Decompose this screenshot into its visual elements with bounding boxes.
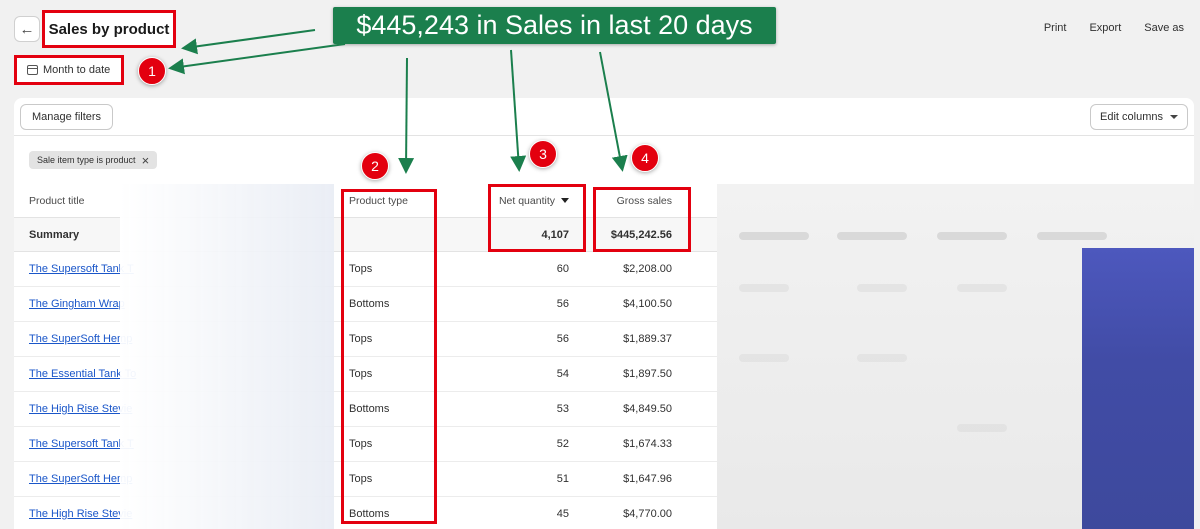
sort-descending-icon — [561, 198, 569, 203]
annotation-badge-3: 3 — [529, 140, 557, 168]
edit-columns-label: Edit columns — [1100, 111, 1163, 123]
net-quantity-cell: 45 — [556, 508, 569, 520]
column-header-product-type[interactable]: Product type — [349, 194, 408, 207]
table-row: The Supersoft Tank T Tops 52 $1,674.33 — [14, 427, 1194, 462]
highlight-gross-sales — [593, 187, 691, 252]
product-link[interactable]: The Gingham Wrap — [29, 298, 125, 310]
page-title: Sales by product — [42, 10, 176, 48]
net-quantity-label: Net quantity — [498, 194, 555, 207]
product-link[interactable]: The High Rise Stevie — [29, 403, 133, 415]
net-quantity-cell: 56 — [556, 298, 569, 310]
arrow-to-title — [181, 29, 316, 55]
annotation-badge-4: 4 — [631, 144, 659, 172]
arrow-to-gross-sales — [599, 51, 628, 172]
back-button[interactable]: ← — [14, 16, 40, 42]
column-header-net-quantity[interactable]: Net quantity — [484, 184, 569, 217]
table-row: The High Rise Stevie Bottoms 45 $4,770.0… — [14, 497, 1194, 529]
export-button[interactable]: Export — [1089, 22, 1122, 34]
net-quantity-cell: 52 — [556, 438, 569, 450]
product-type-cell: Tops — [349, 473, 373, 485]
filter-chip-label: Sale item type is product — [37, 155, 136, 165]
net-quantity-cell: 60 — [556, 263, 569, 275]
gross-sales-cell: $1,674.33 — [623, 438, 672, 450]
redacted-block — [1082, 248, 1194, 529]
product-type-cell: Tops — [349, 368, 373, 380]
arrow-to-date — [168, 43, 346, 75]
arrow-left-icon: ← — [19, 20, 35, 38]
report-card: Manage filters Edit columns Sale item ty… — [14, 98, 1194, 529]
net-quantity-cell: 54 — [556, 368, 569, 380]
product-link[interactable]: The Supersoft Tank T — [29, 263, 134, 275]
net-quantity-cell: 51 — [556, 473, 569, 485]
summary-gross-sales: $445,242.56 — [610, 228, 672, 241]
gross-sales-cell: $1,647.96 — [623, 473, 672, 485]
page-header: ← Sales by product Month to date Print E… — [0, 0, 1200, 96]
net-quantity-cell: 56 — [556, 333, 569, 345]
gross-sales-cell: $4,849.50 — [623, 403, 672, 415]
arrow-to-net-quantity — [510, 49, 527, 172]
calendar-icon — [27, 65, 38, 75]
table-row: The High Rise Stevie Bottoms 53 $4,849.5… — [14, 392, 1194, 427]
table-row: The Supersoft Tank T Tops 60 $2,208.00 — [14, 252, 1194, 287]
gross-sales-cell: $2,208.00 — [623, 263, 672, 275]
table-row: The SuperSoft Hemp Tops 51 $1,647.96 — [14, 462, 1194, 497]
highlight-net-quantity — [488, 184, 586, 252]
print-button[interactable]: Print — [1043, 22, 1067, 34]
table-row: The SuperSoft Hemp Tops 56 $1,889.37 — [14, 322, 1194, 357]
redacted-columns-left — [120, 184, 334, 529]
product-link[interactable]: The SuperSoft Hemp — [29, 473, 133, 485]
gross-sales-cell: $4,770.00 — [623, 508, 672, 520]
product-link[interactable]: The High Rise Stevie — [29, 508, 133, 520]
sales-summary-banner: $445,243 in Sales in last 20 days — [333, 7, 776, 44]
gross-sales-cell: $4,100.50 — [623, 298, 672, 310]
highlight-product-type — [341, 189, 437, 524]
product-type-cell: Bottoms — [349, 403, 390, 415]
date-range-button[interactable]: Month to date — [14, 55, 124, 85]
product-type-cell: Tops — [349, 333, 373, 345]
column-header-gross-sales[interactable]: Gross sales — [616, 194, 672, 207]
edit-columns-button[interactable]: Edit columns — [1090, 104, 1188, 130]
annotation-badge-2: 2 — [361, 152, 389, 180]
product-type-cell: Tops — [349, 438, 373, 450]
net-quantity-cell: 53 — [556, 403, 569, 415]
summary-net-quantity: 4,107 — [541, 228, 569, 241]
table-row: The Gingham Wrap Bottoms 56 $4,100.50 — [14, 287, 1194, 322]
filter-chip[interactable]: Sale item type is product × — [29, 151, 158, 169]
filter-toolbar: Manage filters Edit columns — [14, 98, 1194, 136]
product-link[interactable]: The SuperSoft Hemp — [29, 333, 133, 345]
summary-label: Summary — [29, 228, 80, 241]
annotation-badge-1: 1 — [138, 57, 166, 85]
gross-sales-cell: $1,897.50 — [623, 368, 672, 380]
date-range-label: Month to date — [43, 64, 111, 76]
product-link[interactable]: The Supersoft Tank T — [29, 438, 134, 450]
table-header: Product title Product type Net quantity … — [14, 184, 1194, 218]
gross-sales-cell: $1,889.37 — [623, 333, 672, 345]
save-as-button[interactable]: Save as — [1144, 22, 1184, 34]
header-actions: Print Export Save as — [1044, 22, 1184, 34]
arrow-to-product-type — [398, 57, 415, 174]
chevron-down-icon — [1169, 115, 1178, 119]
product-type-cell: Bottoms — [349, 298, 390, 310]
close-icon[interactable]: × — [141, 152, 150, 168]
column-header-product-title[interactable]: Product title — [29, 194, 85, 207]
product-type-cell: Bottoms — [349, 508, 390, 520]
product-type-cell: Tops — [349, 263, 373, 275]
product-link[interactable]: The Essential Tank To — [29, 368, 137, 380]
table-row: The Essential Tank To Tops 54 $1,897.50 — [14, 357, 1194, 392]
manage-filters-button[interactable]: Manage filters — [20, 104, 113, 130]
